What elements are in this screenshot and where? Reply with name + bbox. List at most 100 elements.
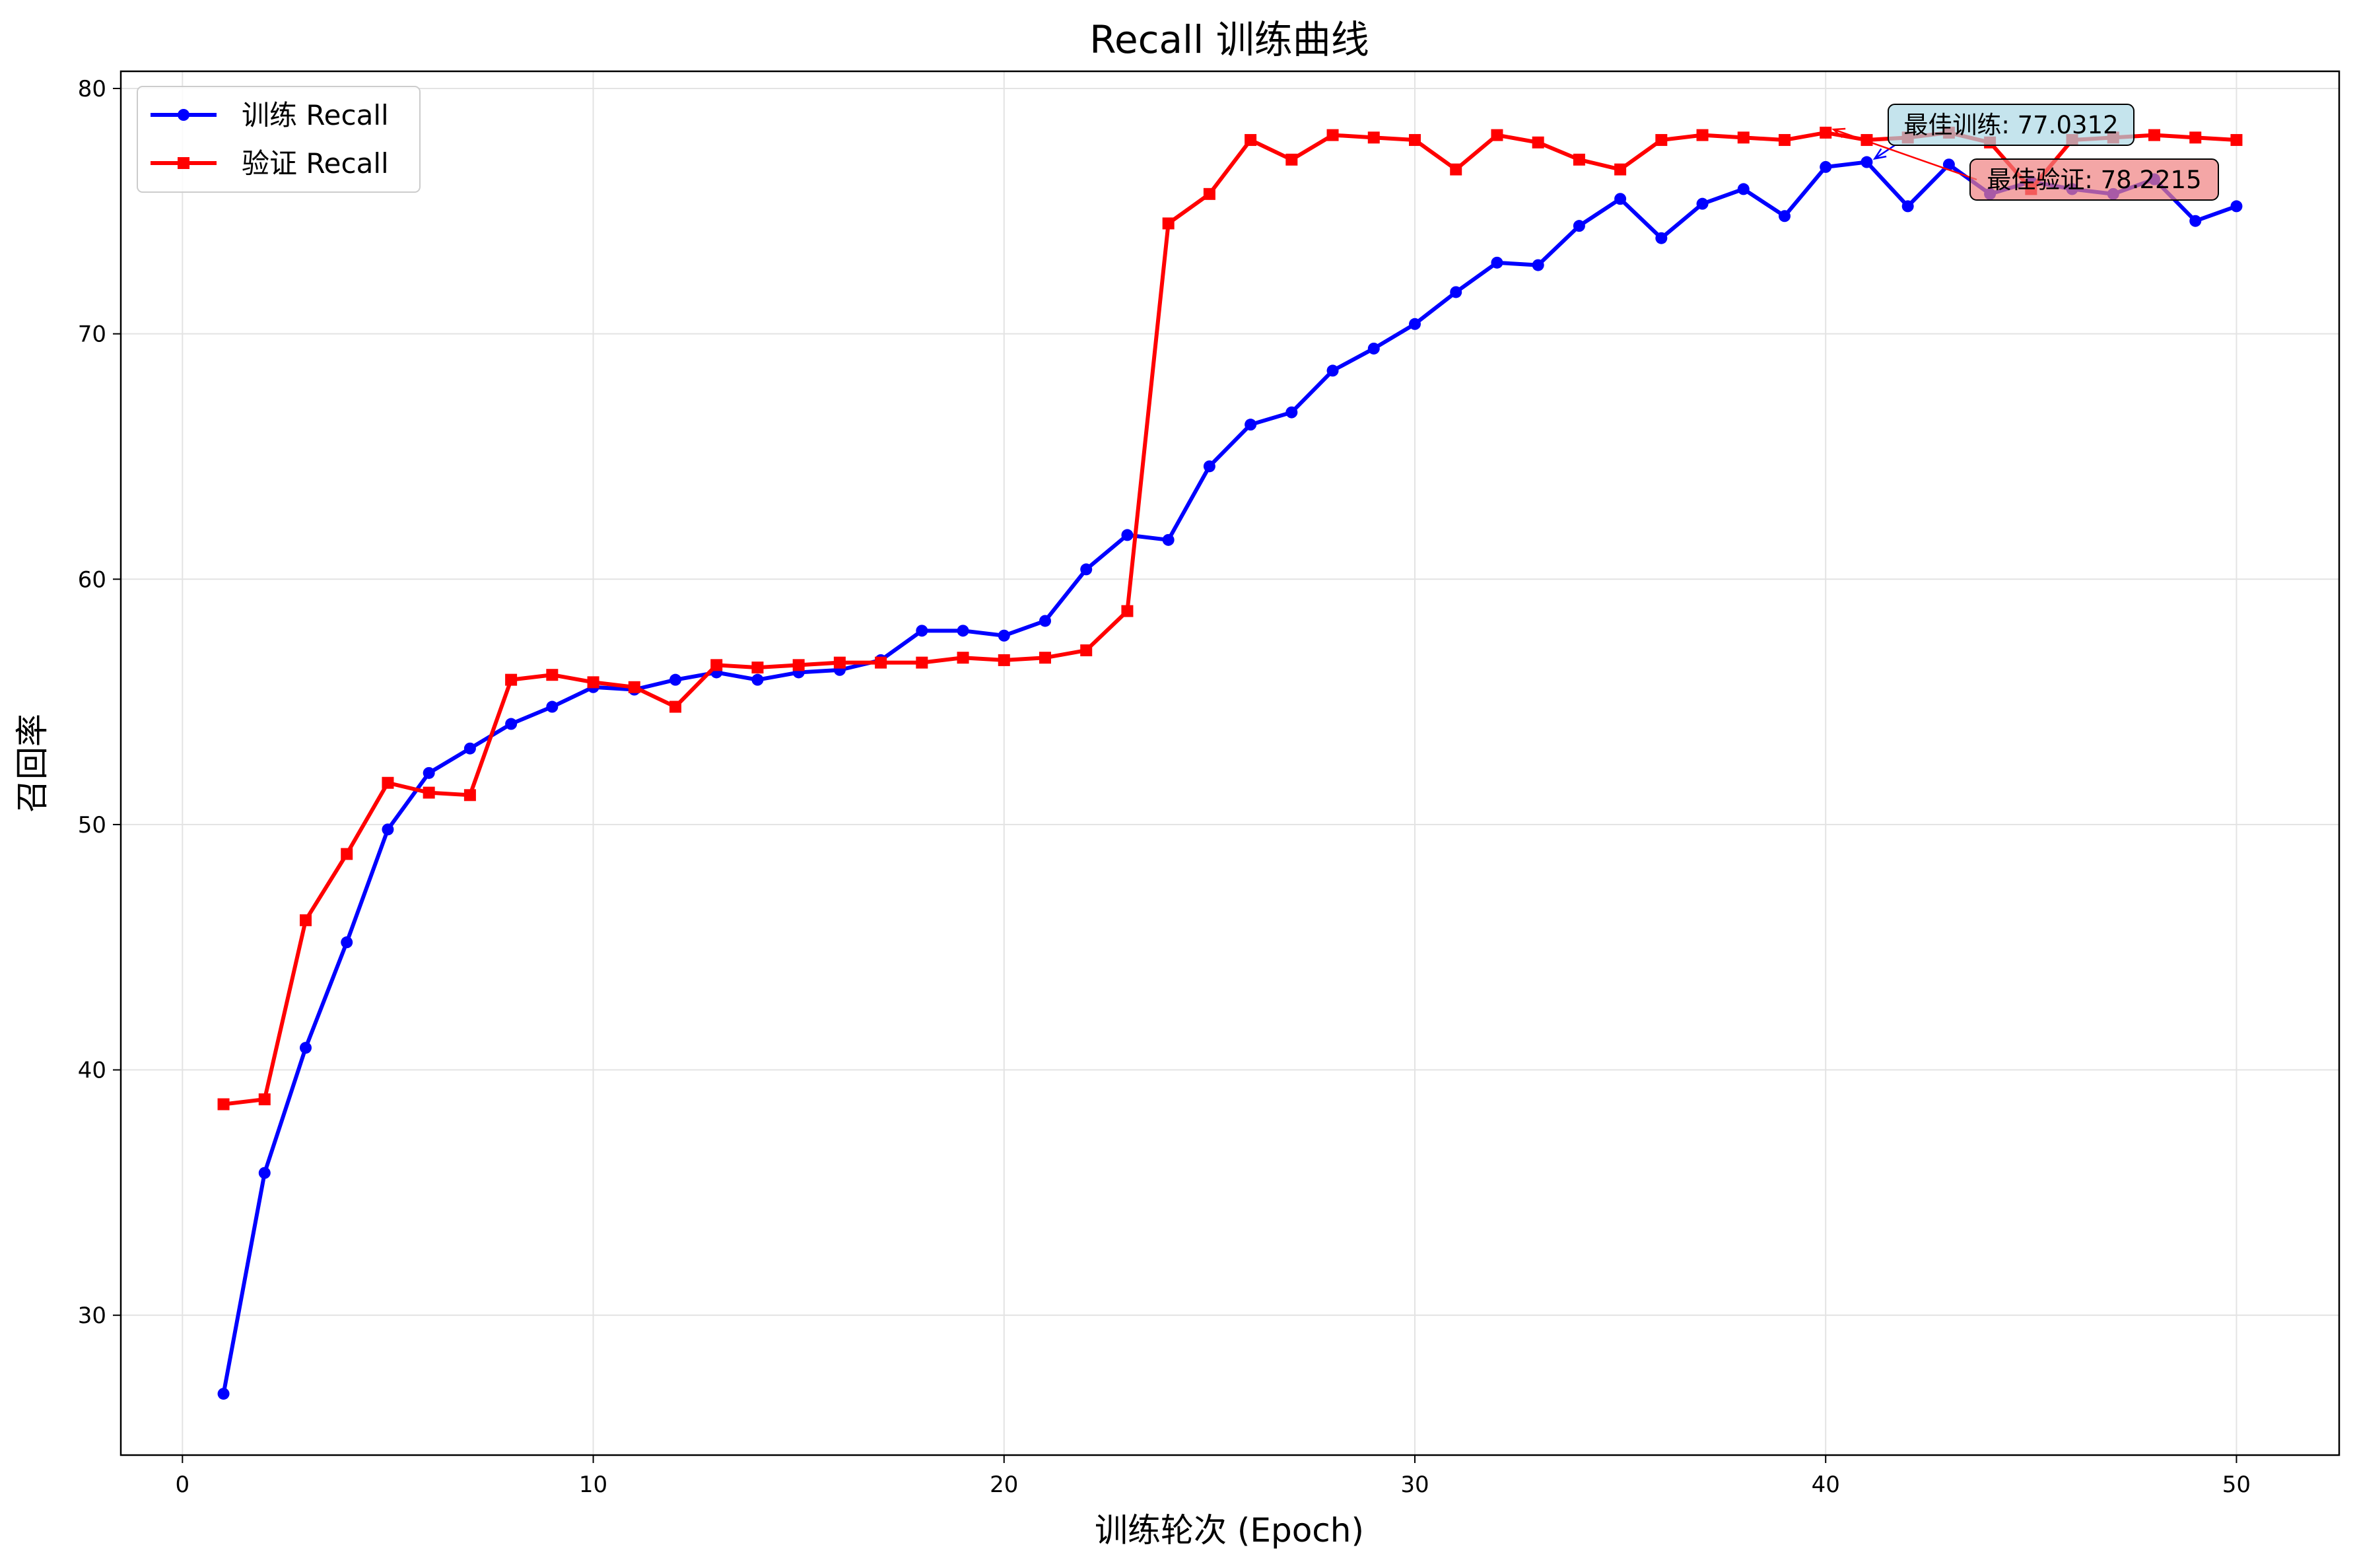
annotation-arrow-val	[1833, 128, 1977, 181]
y-tick-label: 50	[78, 812, 106, 838]
data-point-train	[1203, 460, 1215, 473]
data-point-train	[1162, 533, 1175, 546]
data-point-train	[2189, 215, 2202, 227]
data-point-train	[669, 673, 681, 686]
data-point-train	[258, 1167, 271, 1179]
data-point-val	[1696, 129, 1709, 141]
grid	[121, 71, 2339, 1455]
data-point-val	[1820, 126, 1832, 139]
data-point-train	[916, 625, 928, 637]
data-point-val	[1203, 187, 1215, 200]
legend-marker-val	[178, 157, 189, 169]
data-point-val	[628, 681, 640, 693]
data-point-train	[2230, 200, 2243, 213]
x-tick-label: 30	[1400, 1472, 1429, 1498]
data-point-val	[2230, 134, 2243, 147]
data-point-val	[341, 848, 353, 860]
data-point-train	[1942, 158, 1955, 171]
data-point-val	[792, 659, 805, 671]
y-tick-label: 30	[78, 1303, 106, 1329]
annotation-label-train: 最佳训练: 77.0312	[1903, 111, 2118, 139]
series-line-train	[221, 160, 2237, 1394]
annotation-box-train	[1888, 104, 2135, 146]
legend: 训练 Recall 验证 Recall	[137, 86, 421, 193]
data-point-train	[1779, 210, 1791, 222]
data-point-val	[875, 656, 887, 669]
data-point-val	[258, 1093, 271, 1106]
data-point-val	[1655, 134, 1668, 147]
x-tick-label: 40	[1812, 1472, 1840, 1498]
data-point-val	[587, 676, 599, 689]
data-point-val	[217, 1098, 230, 1110]
y-axis: 30 40 50 60 70 80	[78, 76, 121, 1329]
data-point-train	[341, 936, 353, 949]
data-point-train	[1737, 183, 1750, 195]
data-point-train	[957, 625, 969, 637]
data-point-train	[1614, 193, 1627, 205]
data-point-val	[1121, 605, 1134, 617]
data-point-val	[1162, 217, 1175, 230]
data-point-val	[833, 656, 846, 669]
data-point-train	[1491, 256, 1503, 269]
data-point-train	[546, 700, 559, 713]
data-point-val	[546, 669, 559, 681]
data-point-val	[1614, 163, 1627, 176]
x-axis-title: 训练轮次 (Epoch)	[1095, 1511, 1364, 1550]
data-point-train	[1409, 318, 1421, 330]
data-point-train	[1039, 615, 1051, 627]
y-tick-label: 60	[78, 566, 106, 593]
data-point-train	[1367, 342, 1380, 355]
data-point-train	[1080, 563, 1093, 576]
chart-title: Recall 训练曲线	[1089, 17, 1369, 62]
data-point-val	[2189, 131, 2202, 144]
data-point-val	[751, 662, 764, 674]
data-point-val	[1080, 644, 1093, 657]
data-point-train	[382, 823, 394, 836]
annotation-label-val: 最佳验证: 78.2215	[1987, 166, 2201, 194]
data-point-train	[1573, 220, 1585, 232]
data-point-val	[1409, 134, 1421, 147]
data-point-train	[751, 673, 764, 686]
data-point-train	[1655, 232, 1668, 244]
y-tick-label: 80	[78, 76, 106, 102]
data-point-val	[669, 700, 681, 713]
data-point-train	[1696, 197, 1709, 210]
annotation-arrowhead-val	[1831, 127, 1846, 139]
data-point-val	[423, 786, 435, 799]
data-point-val	[1367, 131, 1380, 144]
data-point-val	[1245, 134, 1257, 147]
data-point-train	[217, 1388, 230, 1400]
data-point-val	[505, 673, 518, 686]
y-tick-label: 70	[78, 322, 106, 348]
data-point-val	[300, 914, 312, 926]
data-point-train	[1861, 156, 1873, 168]
annotations: 最佳训练: 77.0312 最佳验证: 78.2215	[1831, 104, 2219, 201]
legend-label-val: 验证 Recall	[242, 147, 389, 180]
annotation-box-val	[1969, 158, 2219, 201]
data-point-val	[1737, 131, 1750, 144]
data-point-val	[957, 652, 969, 664]
data-point-val	[1326, 129, 1339, 141]
data-point-val	[1532, 136, 1544, 149]
data-point-val	[1039, 652, 1051, 664]
x-tick-label: 50	[2222, 1472, 2251, 1498]
data-point-train	[505, 718, 518, 730]
x-tick-label: 10	[579, 1472, 607, 1498]
data-point-val	[1285, 153, 1298, 166]
data-point-train	[1901, 200, 1914, 213]
data-point-train	[1285, 406, 1298, 419]
data-point-val	[710, 659, 723, 671]
x-tick-label: 0	[176, 1472, 190, 1498]
series-layer	[217, 126, 2243, 1400]
data-point-train	[300, 1042, 312, 1054]
data-point-train	[423, 767, 435, 779]
plot-frame	[120, 70, 2340, 1456]
data-point-val	[463, 789, 476, 801]
data-point-val	[998, 654, 1010, 666]
data-point-val	[1491, 129, 1503, 141]
data-point-train	[1245, 419, 1257, 431]
legend-marker-train	[178, 109, 189, 121]
data-point-train	[998, 629, 1010, 642]
